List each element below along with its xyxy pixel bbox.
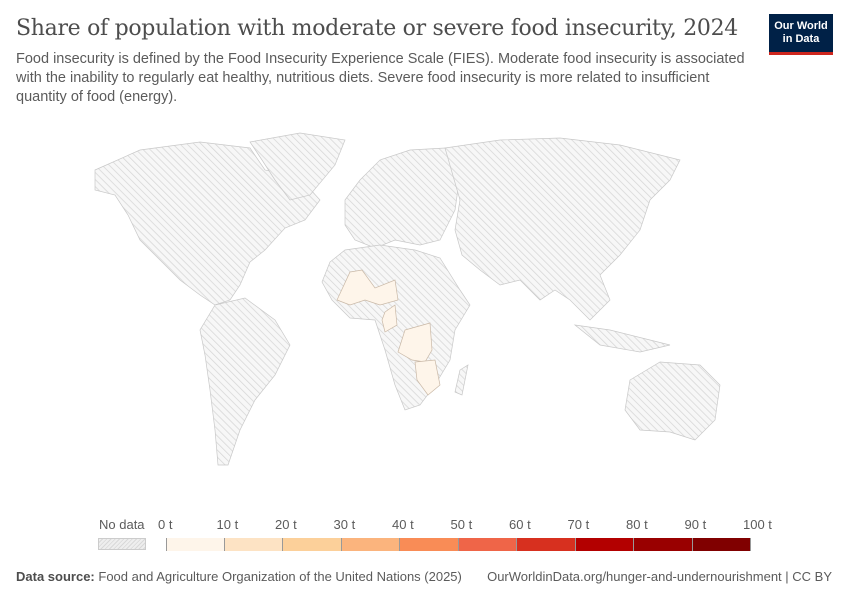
indonesia[interactable] — [573, 324, 671, 353]
legend-tick: 90 t — [684, 517, 707, 532]
country-cameroon[interactable] — [381, 304, 398, 333]
legend-bin[interactable] — [166, 538, 225, 551]
legend-tick: 80 t — [626, 517, 648, 532]
legend-no-data-label: No data — [99, 517, 145, 532]
source-label: Data source: — [16, 569, 95, 584]
world-map[interactable] — [0, 110, 850, 510]
legend-tick: 60 t — [509, 517, 531, 532]
legend-bin[interactable] — [634, 538, 693, 551]
legend-tick: 0 t — [158, 517, 173, 532]
legend-bin[interactable] — [341, 538, 400, 551]
legend-bin[interactable] — [400, 538, 459, 551]
asia[interactable] — [444, 137, 681, 321]
legend-tick: 70 t — [567, 517, 590, 532]
data-source: Data source: Food and Agriculture Organi… — [16, 569, 462, 584]
greenland[interactable] — [249, 132, 346, 201]
legend-tick: 100 t — [743, 517, 772, 532]
source-text: Food and Agriculture Organization of the… — [98, 569, 462, 584]
legend-bin[interactable] — [575, 538, 634, 551]
country-sahel-mali-niger[interactable] — [336, 269, 399, 306]
legend-bin[interactable] — [283, 538, 342, 551]
chart-title: Share of population with moderate or sev… — [16, 16, 738, 41]
chart-subtitle: Food insecurity is defined by the Food I… — [16, 51, 745, 105]
legend-tick: 30 t — [333, 517, 356, 532]
legend-bin[interactable] — [517, 538, 576, 551]
logo-text-1: Our World — [774, 20, 828, 32]
legend-no-data-swatch[interactable] — [98, 538, 146, 550]
legend-bin[interactable] — [692, 538, 751, 551]
legend: No data 0 t 10 t 20 t 30 t 40 t 50 t 60 t 70 t 8… — [0, 517, 850, 557]
legend-tick: 20 t — [275, 517, 297, 532]
legend-tick: 10 t — [216, 517, 239, 532]
north-america[interactable] — [94, 141, 321, 306]
footer-url[interactable]: OurWorldinData.org/hunger-and-undernouri… — [487, 569, 832, 584]
legend-tick: 40 t — [392, 517, 414, 532]
south-america[interactable] — [199, 297, 291, 466]
australia[interactable] — [624, 361, 721, 441]
madagascar[interactable] — [454, 364, 469, 396]
africa[interactable] — [321, 244, 471, 411]
owid-logo[interactable]: Our World in Data — [769, 14, 833, 55]
logo-text-2: in Data — [782, 33, 820, 45]
country-zambia-zimbabwe[interactable] — [414, 359, 441, 396]
europe[interactable] — [344, 147, 461, 249]
legend-tick: 50 t — [450, 517, 473, 532]
legend-bin[interactable] — [458, 538, 517, 551]
legend-bin[interactable] — [224, 538, 283, 551]
